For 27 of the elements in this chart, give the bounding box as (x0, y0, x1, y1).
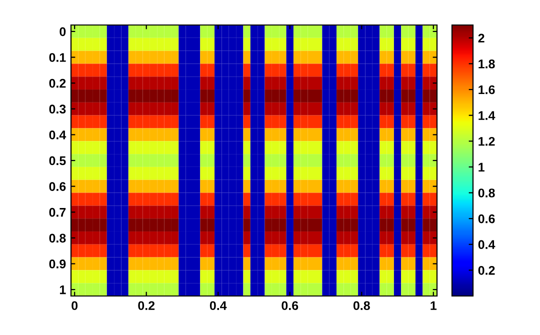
y-tick-label: 0.1 (49, 53, 66, 62)
y-tick-label: 0.2 (49, 78, 66, 88)
x-tick-label: 0.8 (353, 301, 370, 310)
color-bar-label: 0.8 (478, 188, 495, 198)
y-tick-label: 0.4 (49, 130, 66, 140)
y-tick-label: 0.9 (49, 260, 66, 268)
color-bar-label: 1 (478, 162, 484, 172)
y-tick-label: 0 (60, 27, 66, 36)
x-tick-label: 0.4 (210, 301, 227, 310)
x-tick-label: 0.2 (138, 301, 155, 310)
color-bar-label: 1.8 (478, 60, 495, 68)
y-tick-label: 1 (60, 285, 66, 294)
y-tick-label: 0.8 (49, 234, 66, 243)
color-bar-label: 1.4 (478, 111, 496, 120)
color-bar-label: 1.6 (478, 85, 495, 94)
y-tick-label: 0.5 (49, 156, 66, 166)
x-tick-label: 1 (430, 301, 437, 310)
color-bar-label: 1.2 (478, 136, 495, 146)
x-tick-label: 0.6 (282, 301, 298, 310)
y-tick-label: 0.3 (49, 104, 66, 114)
color-bar-label: 0.6 (478, 214, 495, 224)
x-tick-label: 0 (72, 301, 78, 310)
y-tick-label: 0.6 (49, 182, 66, 191)
color-bar-label: 2 (478, 34, 484, 42)
color-bar-label: 0.4 (478, 240, 496, 250)
y-tick-label: 0.7 (49, 208, 66, 217)
color-bar-label: 0.2 (478, 266, 495, 275)
